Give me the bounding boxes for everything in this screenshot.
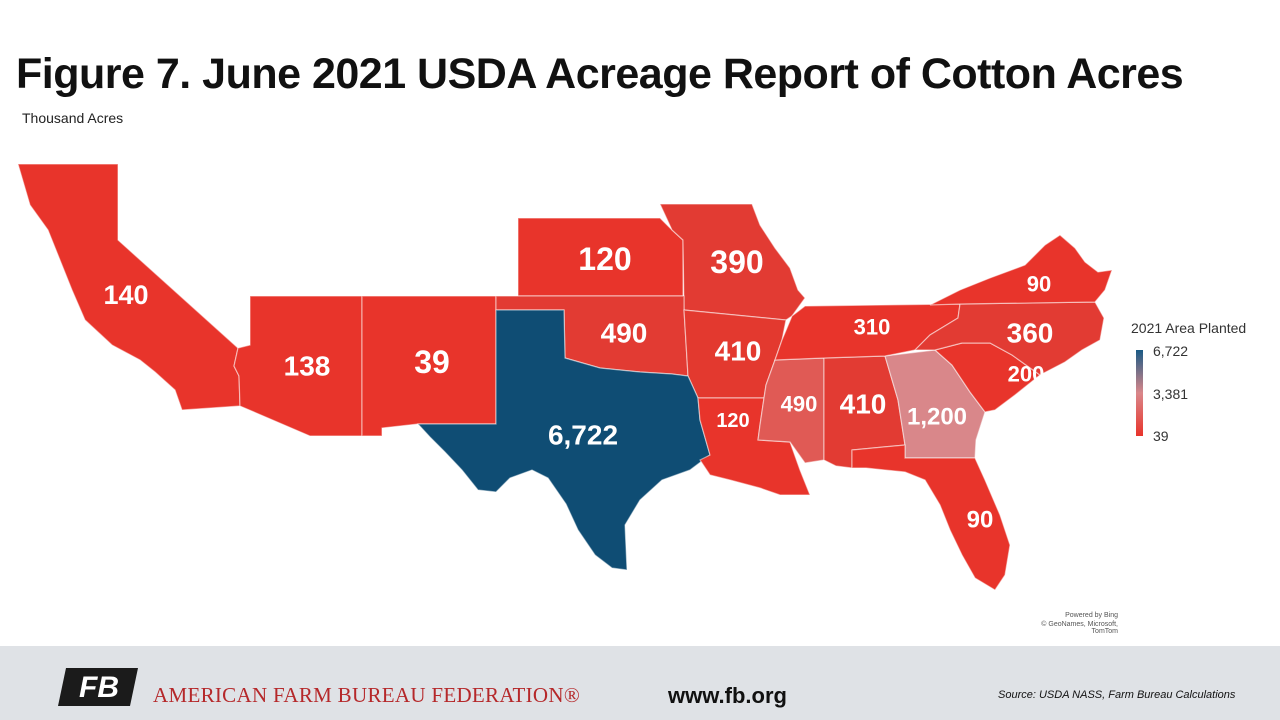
page-title: Figure 7. June 2021 USDA Acreage Report … [16,50,1184,98]
label-georgia: 1,200 [907,404,967,431]
legend-color-scale [1136,350,1143,436]
label-virginia: 90 [1027,272,1051,297]
cotton-acreage-map: 140 138 39 6,722 120 490 390 410 120 490… [17,163,1113,591]
label-texas: 6,722 [548,420,618,451]
label-south-carolina: 200 [1008,362,1045,387]
label-arizona: 138 [284,351,331,382]
legend-title: 2021 Area Planted [1131,320,1247,336]
label-missouri: 390 [710,244,763,280]
label-california: 140 [103,280,148,310]
fb-logo-icon: FB [58,668,138,706]
state-virginia [929,234,1113,306]
footer-bar [0,646,1280,720]
label-mississippi: 490 [781,392,818,417]
state-missouri [659,203,806,321]
label-louisiana: 120 [716,410,749,432]
label-alabama: 410 [840,389,887,420]
map-credit-sources: © GeoNames, Microsoft, TomTom [1041,621,1118,635]
source-note: Source: USDA NASS, Farm Bureau Calculati… [998,689,1236,701]
website-link[interactable]: www.fb.org [668,683,787,708]
map-subtitle: Thousand Acres [22,110,124,126]
legend-min: 39 [1153,428,1169,444]
label-north-carolina: 360 [1007,318,1054,349]
label-new-mexico: 39 [414,344,450,380]
label-tennessee: 310 [854,315,891,340]
organization-name: AMERICAN FARM BUREAU FEDERATION® [153,683,581,707]
svg-text:FB: FB [79,671,119,704]
label-arkansas: 410 [715,336,762,367]
legend-max: 6,722 [1153,343,1189,359]
label-florida: 90 [967,507,994,534]
label-kansas: 120 [578,241,631,277]
map-credit-powered: Powered by Bing [1065,612,1118,619]
label-oklahoma: 490 [601,318,648,349]
state-florida [851,444,1011,591]
legend-mid: 3,381 [1153,386,1189,402]
state-california [17,163,241,411]
state-texas [416,309,711,571]
state-north-carolina [913,301,1105,376]
